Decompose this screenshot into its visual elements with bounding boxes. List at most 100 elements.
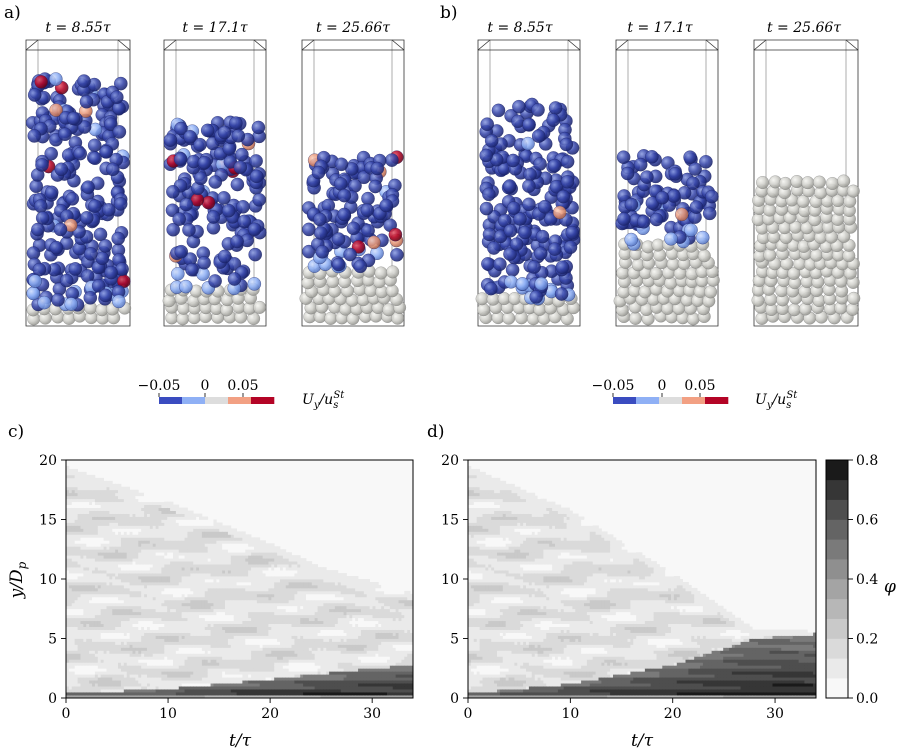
concentration-cell bbox=[204, 686, 209, 690]
concentration-cell bbox=[71, 510, 76, 514]
suspended-particle bbox=[111, 231, 125, 246]
concentration-cell bbox=[89, 501, 93, 506]
concentration-cell bbox=[146, 587, 151, 592]
concentration-cell bbox=[77, 614, 81, 619]
concentration-cell bbox=[155, 662, 159, 666]
concentration-cell bbox=[193, 611, 197, 616]
concentration-cell bbox=[201, 567, 206, 571]
concentration-cell bbox=[181, 665, 185, 669]
concentration-cell bbox=[144, 492, 148, 497]
concentration-cell bbox=[155, 579, 159, 583]
concentration-cell bbox=[135, 608, 139, 613]
suspended-particle bbox=[361, 191, 375, 206]
concentration-cell bbox=[74, 620, 78, 625]
concentration-cell bbox=[135, 662, 139, 666]
concentration-cell bbox=[112, 653, 116, 657]
concentration-cell bbox=[181, 659, 185, 663]
concentration-cell bbox=[68, 587, 73, 592]
concentration-cell bbox=[86, 683, 90, 687]
concentration-cell bbox=[210, 611, 214, 616]
concentration-cell bbox=[207, 617, 211, 622]
concentration-cell bbox=[135, 492, 139, 497]
concentration-cell bbox=[141, 650, 145, 654]
settled-particle bbox=[801, 176, 815, 190]
concentration-cell bbox=[129, 695, 133, 698]
concentration-cell bbox=[216, 626, 220, 630]
concentration-cell bbox=[123, 635, 128, 639]
concentration-cell bbox=[204, 683, 209, 687]
concentration-cell bbox=[112, 677, 116, 681]
concentration-cell bbox=[199, 635, 203, 639]
concentration-cell bbox=[92, 686, 96, 690]
concentration-cell bbox=[181, 534, 185, 538]
concentration-cell bbox=[86, 590, 90, 595]
concentration-cell bbox=[210, 599, 214, 604]
concentration-cell bbox=[144, 590, 148, 595]
concentration-cell bbox=[83, 641, 87, 645]
concentration-cell bbox=[71, 686, 76, 690]
concentration-cell bbox=[86, 543, 90, 547]
concentration-cell bbox=[103, 537, 107, 541]
concentration-cell bbox=[118, 692, 122, 696]
concentration-cell bbox=[94, 495, 99, 500]
concentration-cell bbox=[178, 602, 183, 607]
concentration-cell bbox=[132, 590, 136, 595]
concentration-cell bbox=[222, 581, 226, 586]
concentration-cell bbox=[144, 638, 148, 642]
concentration-cell bbox=[123, 587, 128, 592]
concentration-cell bbox=[92, 576, 96, 580]
concentration-cell bbox=[126, 680, 131, 684]
concentration-cell bbox=[167, 599, 171, 604]
concentration-cell bbox=[115, 644, 119, 648]
concentration-cell bbox=[89, 599, 93, 604]
concentration-cell bbox=[80, 668, 84, 672]
suspended-particle bbox=[617, 212, 631, 226]
concentration-cell bbox=[100, 570, 104, 574]
concentration-cell bbox=[112, 665, 116, 669]
concentration-cell bbox=[222, 567, 226, 571]
concentration-cell bbox=[66, 659, 70, 663]
concentration-cell bbox=[181, 686, 185, 690]
concentration-cell bbox=[170, 531, 174, 535]
concentration-cell bbox=[167, 528, 171, 532]
concentration-cell bbox=[120, 644, 125, 648]
concentration-cell bbox=[161, 549, 165, 553]
concentration-cell bbox=[74, 635, 78, 639]
concentration-cell bbox=[138, 629, 142, 633]
concentration-cell bbox=[181, 519, 185, 523]
concentration-cell bbox=[123, 504, 128, 509]
concentration-cell bbox=[74, 614, 78, 619]
concentration-cell bbox=[86, 498, 90, 503]
concentration-cell bbox=[187, 686, 191, 690]
concentration-cell bbox=[106, 656, 110, 660]
suspended-particle bbox=[560, 175, 575, 189]
concentration-cell bbox=[207, 662, 211, 666]
concentration-cell bbox=[172, 644, 177, 648]
concentration-cell bbox=[201, 516, 206, 520]
concentration-cell bbox=[66, 504, 70, 509]
concentration-cell bbox=[216, 614, 220, 619]
concentration-cell bbox=[86, 579, 90, 583]
concentration-cell bbox=[89, 677, 93, 681]
concentration-cell bbox=[80, 483, 84, 488]
concentration-cell bbox=[199, 579, 203, 583]
concentration-cell bbox=[149, 611, 154, 616]
concentration-cell bbox=[123, 614, 128, 619]
suspended-particle bbox=[531, 103, 545, 117]
concentration-cell bbox=[126, 656, 131, 660]
concentration-cell bbox=[201, 579, 206, 583]
concentration-cell bbox=[118, 498, 122, 503]
concentration-cell bbox=[213, 608, 217, 613]
concentration-cell bbox=[100, 686, 104, 690]
concentration-cell bbox=[178, 623, 183, 628]
concentration-cell bbox=[141, 567, 145, 571]
concentration-cell bbox=[118, 650, 122, 654]
concentration-cell bbox=[158, 567, 162, 571]
concentration-cell bbox=[135, 584, 139, 589]
concentration-cell bbox=[207, 632, 211, 636]
concentration-cell bbox=[129, 534, 133, 538]
concentration-cell bbox=[109, 513, 113, 517]
concentration-cell bbox=[135, 507, 139, 511]
concentration-cell bbox=[126, 599, 131, 604]
concentration-cell bbox=[109, 528, 113, 532]
